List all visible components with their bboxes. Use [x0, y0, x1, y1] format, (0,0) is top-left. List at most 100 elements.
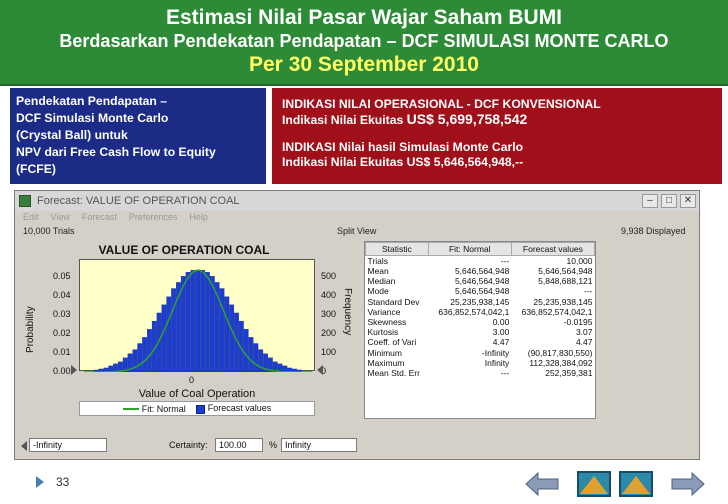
stats-header-row: Statistic Fit: Normal Forecast values	[365, 242, 596, 256]
stats-value: 5,848,688,121	[538, 276, 593, 287]
x-axis-label: Value of Coal Operation	[138, 388, 256, 400]
slide-subtitle: Berdasarkan Pendekatan Pendapatan – DCF …	[59, 31, 669, 51]
stats-row: Mode 5,646,564,948 ---	[366, 286, 595, 296]
stats-value: 5,646,564,948	[538, 266, 593, 277]
menu-help[interactable]: Help	[189, 212, 208, 222]
stats-row: Maximum Infinity 112,328,384,092	[366, 358, 595, 368]
stats-row: Mean 5,646,564,948 5,646,564,948	[366, 266, 595, 276]
stats-row: Kurtosis 3.00 3.07	[366, 327, 595, 337]
menu-preferences[interactable]: Preferences	[128, 212, 178, 222]
stats-row: Trials --- 10,000	[366, 256, 595, 267]
bullet-arrow-icon	[36, 476, 44, 488]
back-arrow-icon[interactable]	[524, 470, 560, 498]
y-tick-right: 500	[321, 271, 337, 281]
app-icon	[19, 195, 31, 207]
legend-forecast: Forecast values	[195, 403, 271, 414]
y-tick-right: 100	[321, 347, 337, 357]
forecast-window: Forecast: VALUE OF OPERATION COAL – □ ✕ …	[14, 190, 700, 460]
histogram-bar	[161, 304, 167, 373]
stats-value: 3.07	[575, 327, 593, 338]
stats-value: 5,646,564,948	[454, 266, 510, 277]
slide-header: Estimasi Nilai Pasar Wajar Saham BUMI Be…	[0, 0, 728, 86]
certainty-controls: -Infinity Certainty: 100.00 % Infinity	[19, 437, 695, 455]
histogram-bar	[171, 288, 176, 373]
slide-title: Estimasi Nilai Pasar Wajar Saham BUMI	[165, 6, 563, 29]
stats-value: Infinity	[484, 357, 510, 368]
histogram-bar	[190, 270, 196, 373]
fit-normal-line	[83, 269, 313, 373]
histogram-bar	[219, 288, 225, 373]
stats-row: Variance 636,852,574,042,1 636,852,574,042…	[366, 307, 595, 317]
stats-label: Coeff. of Vari	[367, 337, 417, 348]
y-tick-right: 400	[321, 290, 337, 300]
window-title: Forecast: VALUE OF OPERATION COAL	[37, 195, 240, 207]
close-icon[interactable]: ✕	[680, 194, 696, 208]
stats-value: -Infinity	[481, 347, 510, 358]
stats-row: Minimum -Infinity (90,817,830,550)	[366, 348, 595, 358]
histogram-chart	[83, 269, 313, 373]
forward-arrow-icon[interactable]	[670, 470, 706, 498]
stats-label: Variance	[367, 306, 401, 317]
histogram-bar	[166, 296, 172, 373]
chart-title: VALUE OF OPERATION COAL	[98, 243, 270, 257]
y-tick-left: 0.04	[53, 290, 71, 300]
legend-fit: Fit: Normal	[122, 403, 186, 414]
stats-body: Trials --- 10,000 Mean 5,646,564,948 5,646,56…	[366, 256, 595, 379]
stats-value: 636,852,574,042,1	[521, 306, 593, 317]
stats-panel: Statistic Fit: Normal Forecast values Tr…	[364, 241, 596, 419]
certainty-label: Certainty:	[169, 440, 208, 450]
method-box: Pendekatan Pendapatan – DCF Simulasi Mon…	[10, 88, 266, 184]
view-mode: Split View	[337, 226, 377, 236]
y-tick-right: 0	[321, 366, 327, 376]
stats-value: 4.47	[492, 337, 510, 348]
histogram-bar	[147, 329, 152, 373]
stats-value: ---	[500, 367, 510, 378]
histogram-bar	[224, 296, 230, 373]
stats-row: Standard Dev 25,235,938,145 25,235,938,145	[366, 297, 595, 307]
method-line: (Crystal Ball) untuk	[16, 128, 128, 142]
upper-bound-input[interactable]: Infinity	[281, 438, 357, 452]
dcf-value-row: Indikasi Nilai Ekuitas US$ 5,699,758,542	[282, 112, 712, 128]
lower-bound-input[interactable]: -Infinity	[29, 438, 107, 452]
legend-fit-label: Fit: Normal	[141, 403, 186, 414]
displayed-count: 9,938 Displayed	[621, 226, 686, 236]
fit-line-icon	[122, 408, 139, 411]
y-axis-left-label: Probability	[25, 306, 36, 353]
method-line: DCF Simulasi Monte Carlo	[16, 111, 169, 125]
stats-value: ---	[584, 286, 593, 297]
stats-label: Kurtosis	[367, 327, 399, 338]
right-arrow-icon[interactable]	[317, 365, 323, 375]
stats-header: Forecast values	[510, 242, 596, 256]
slide-thumbnail-icon[interactable]	[618, 470, 654, 498]
dcf-value: US$ 5,699,758,542	[406, 111, 528, 127]
chart-panel: VALUE OF OPERATION COAL Probability Freq…	[19, 241, 361, 419]
menu-edit[interactable]: Edit	[23, 212, 39, 222]
slide-number: 33	[56, 475, 70, 489]
dcf-heading: INDIKASI NILAI OPERASIONAL - DCF KONVENS…	[282, 97, 601, 111]
histogram-bar	[195, 270, 201, 373]
stats-header: Statistic	[365, 242, 429, 256]
histogram-bar	[253, 343, 259, 373]
stats-label: Standard Dev	[367, 296, 420, 307]
menu-forecast[interactable]: Forecast	[81, 212, 117, 222]
y-tick-left: 0.01	[53, 347, 71, 357]
stats-value: 636,852,574,042,1	[438, 306, 510, 317]
minimize-icon[interactable]: –	[642, 194, 658, 208]
stats-value: 4.47	[575, 337, 593, 348]
y-tick-right: 300	[321, 309, 337, 319]
menu-view[interactable]: View	[50, 212, 70, 222]
chart-plot-area	[79, 259, 315, 373]
left-arrow-icon[interactable]	[71, 365, 77, 375]
histogram-bar	[142, 337, 147, 373]
left-grabber-icon[interactable]	[21, 441, 27, 451]
stats-value: 25,235,938,145	[533, 296, 593, 307]
stats-value: -0.0195	[563, 317, 593, 328]
stats-value: 252,359,381	[545, 367, 593, 378]
maximize-icon[interactable]: □	[661, 194, 677, 208]
histogram-bar	[200, 270, 206, 373]
certainty-input[interactable]: 100.00	[215, 438, 263, 452]
slide-thumbnail-icon[interactable]	[576, 470, 612, 498]
y-axis-right-label: Frequency	[342, 288, 353, 336]
method-line: NPV dari Free Cash Flow to Equity	[16, 145, 216, 159]
certainty-unit: %	[269, 440, 278, 450]
